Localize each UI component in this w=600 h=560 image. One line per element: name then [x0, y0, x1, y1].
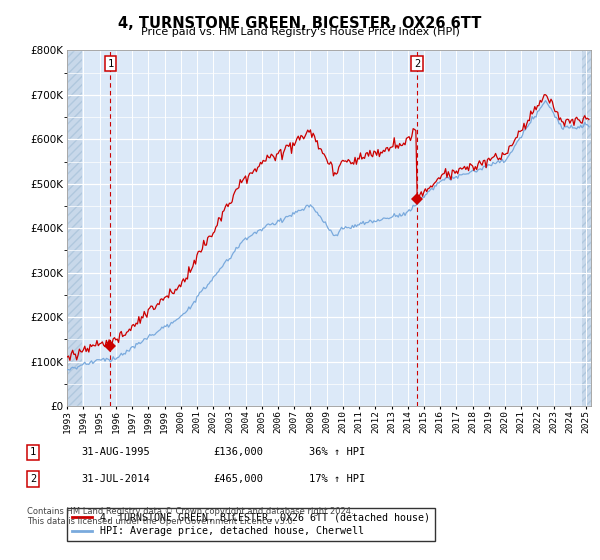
Text: £136,000: £136,000: [213, 447, 263, 458]
Text: £465,000: £465,000: [213, 474, 263, 484]
Text: Contains HM Land Registry data © Crown copyright and database right 2024.
This d: Contains HM Land Registry data © Crown c…: [27, 507, 353, 526]
Text: 1: 1: [30, 447, 36, 458]
Text: 31-AUG-1995: 31-AUG-1995: [81, 447, 150, 458]
Text: 31-JUL-2014: 31-JUL-2014: [81, 474, 150, 484]
Text: 2: 2: [30, 474, 36, 484]
Text: 4, TURNSTONE GREEN, BICESTER, OX26 6TT: 4, TURNSTONE GREEN, BICESTER, OX26 6TT: [118, 16, 482, 31]
Legend: 4, TURNSTONE GREEN, BICESTER, OX26 6TT (detached house), HPI: Average price, det: 4, TURNSTONE GREEN, BICESTER, OX26 6TT (…: [67, 508, 435, 542]
Text: 2: 2: [414, 59, 421, 69]
Text: 17% ↑ HPI: 17% ↑ HPI: [309, 474, 365, 484]
Bar: [582, 50, 591, 406]
Text: 1: 1: [107, 59, 113, 69]
Text: Price paid vs. HM Land Registry's House Price Index (HPI): Price paid vs. HM Land Registry's House …: [140, 27, 460, 37]
Bar: [67, 50, 82, 406]
Text: 36% ↑ HPI: 36% ↑ HPI: [309, 447, 365, 458]
